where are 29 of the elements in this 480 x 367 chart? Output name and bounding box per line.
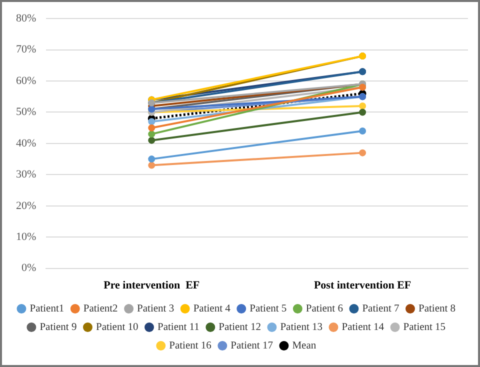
legend-label: Patient 13 xyxy=(280,322,322,333)
x-tick-label: Post intervention EF xyxy=(314,280,412,292)
y-tick-label: 50% xyxy=(16,106,36,118)
legend-label: Patient2 xyxy=(83,304,118,314)
legend-label: Patient 14 xyxy=(342,322,385,333)
legend-label: Patient 15 xyxy=(403,322,446,333)
legend-label: Patient 4 xyxy=(193,304,232,314)
y-tick-label: 20% xyxy=(16,200,36,212)
y-tick-label: 0% xyxy=(21,262,36,274)
legend-label: Mean xyxy=(292,340,317,352)
legend-label: Patient 5 xyxy=(250,304,287,314)
legend-label: Patient 12 xyxy=(218,322,261,333)
y-tick-label: 70% xyxy=(16,44,36,56)
legend-label: Patient1 xyxy=(30,304,64,314)
legend-label: Patient 6 xyxy=(306,304,343,314)
y-tick-label: 30% xyxy=(16,168,36,181)
legend-label: Patient 10 xyxy=(96,322,138,333)
legend-label: Patient 11 xyxy=(158,322,200,333)
legend-label: Patient 16 xyxy=(169,340,212,352)
legend-label: Patient 17 xyxy=(230,340,273,352)
legend-label: Patient 7 xyxy=(362,304,400,314)
y-tick-label: 60% xyxy=(16,74,36,87)
legend-label: Patient 8 xyxy=(418,304,456,314)
legend-label: Patient 3 xyxy=(137,304,174,314)
y-tick-label: 10% xyxy=(16,230,36,243)
legend-label: Patient 9 xyxy=(40,322,77,333)
x-tick-label: Pre intervention EF xyxy=(104,280,200,292)
y-tick-label: 80% xyxy=(16,12,36,24)
y-tick-label: 40% xyxy=(16,137,36,150)
